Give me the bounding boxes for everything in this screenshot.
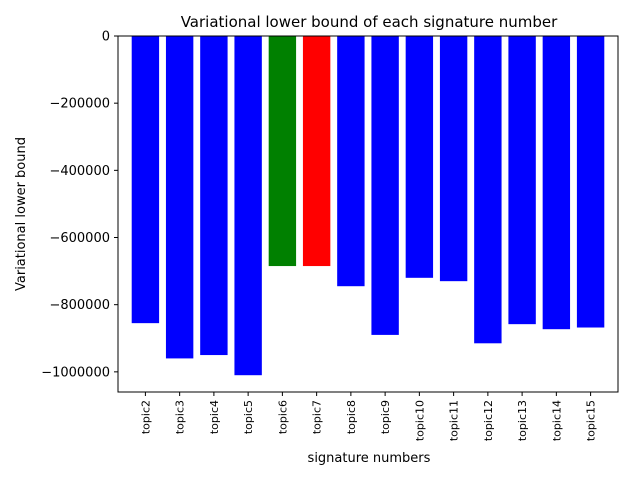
bars-group (131, 36, 605, 376)
x-tick-label: topic9 (379, 400, 392, 434)
bar-topic5 (234, 36, 262, 376)
x-tick-label: topic6 (276, 400, 289, 434)
bar-topic11 (439, 36, 468, 282)
chart-title: Variational lower bound of each signatur… (181, 13, 558, 31)
bar-topic14 (542, 36, 571, 330)
x-tick-label: topic4 (208, 400, 221, 434)
bar-topic3 (165, 36, 194, 359)
x-tick-label: topic7 (311, 400, 324, 434)
x-axis: topic2 topic3 topic4 topic5 topic6 topic7 topi… (139, 392, 598, 441)
bar-topic6 (268, 36, 297, 267)
bar-topic13 (508, 36, 536, 325)
bar-topic12 (474, 36, 502, 344)
x-tick-label: topic13 (516, 400, 529, 441)
bar-topic10 (405, 36, 434, 278)
x-tick-label: topic10 (413, 400, 426, 441)
y-tick-label: −800000 (49, 298, 110, 313)
x-tick-label: topic3 (174, 400, 187, 434)
x-tick-label: topic14 (550, 400, 563, 441)
x-tick-label: topic8 (345, 400, 358, 434)
bar-topic7 (302, 36, 331, 267)
x-tick-label: topic2 (139, 400, 152, 434)
x-axis-label: signature numbers (308, 451, 431, 466)
bar-topic2 (131, 36, 160, 324)
plot-frame (117, 35, 619, 393)
y-tick-label: −600000 (49, 231, 110, 246)
bar-topic9 (371, 36, 399, 335)
x-tick-label: topic12 (482, 400, 495, 441)
y-axis: 0 −200000 −400000 −600000 −800000 −1000000 (41, 30, 118, 380)
y-axis-label: Variational lower bound (14, 137, 29, 291)
x-tick-label: topic11 (448, 400, 461, 441)
bar-topic4 (200, 36, 228, 356)
y-tick-label: −1000000 (41, 365, 110, 380)
x-tick-label: topic15 (585, 400, 598, 441)
bar-topic15 (576, 36, 605, 328)
x-tick-label: topic5 (242, 400, 255, 434)
bar-topic8 (337, 36, 365, 287)
y-tick-label: −200000 (49, 97, 110, 112)
y-tick-label: 0 (102, 30, 110, 45)
y-tick-label: −400000 (49, 164, 110, 179)
